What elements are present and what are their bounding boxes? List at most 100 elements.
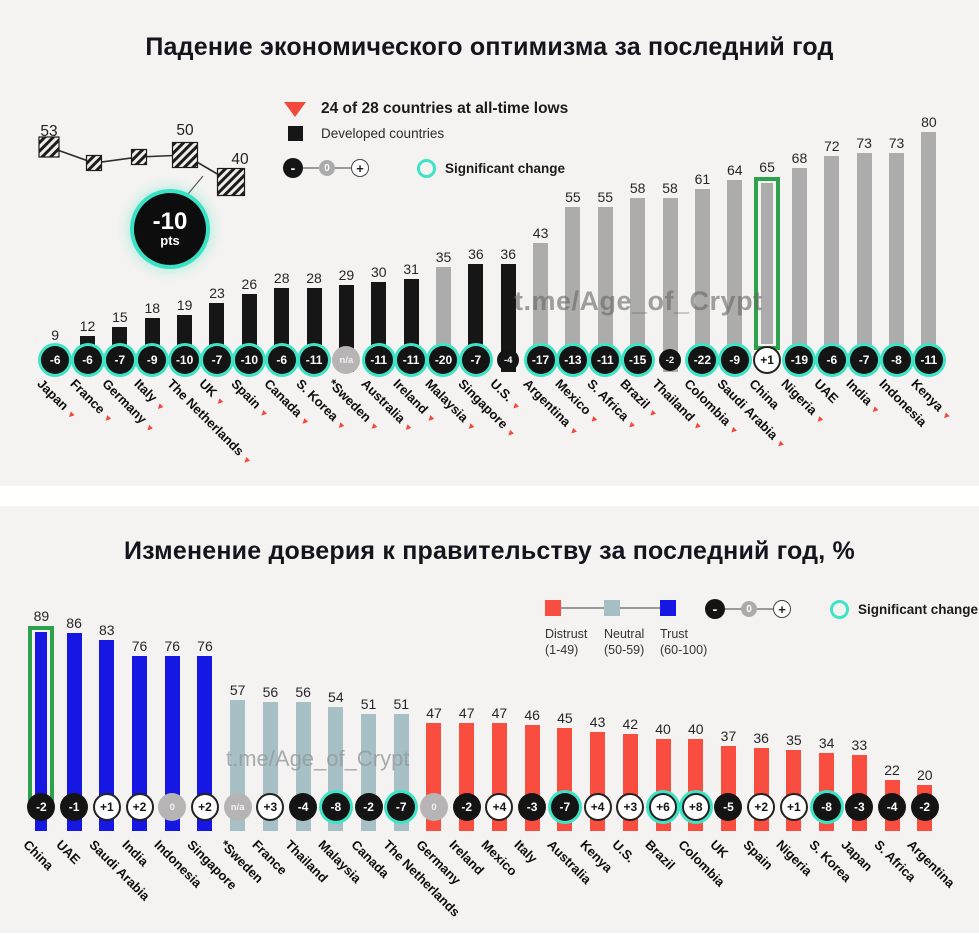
bar-value: 30	[370, 264, 387, 280]
bar-value: 89	[33, 608, 50, 624]
all-time-low-icon: ▼	[773, 437, 787, 451]
change-badge: -6	[41, 346, 70, 374]
trust-color-icon	[660, 600, 676, 616]
change-badge: -7	[105, 346, 134, 374]
change-badge: +4	[583, 793, 612, 821]
change-badge: n/a	[223, 793, 252, 821]
country-label: Spain	[740, 837, 777, 873]
bar-column: 73 -8 Indonesia	[876, 96, 930, 430]
badge-slot: +1	[92, 793, 121, 821]
badge-slot: -7	[850, 346, 879, 374]
bar-column: 72 -6 UAE	[811, 96, 848, 406]
badge-slot: +3	[256, 793, 285, 821]
badge-slot: -4	[497, 346, 520, 374]
bar-value: 61	[694, 171, 711, 187]
minus-icon: -	[283, 158, 303, 178]
badge-slot: -20	[429, 346, 458, 374]
bar-column: 61 -22 Colombia▼	[682, 96, 741, 437]
bar-value: 56	[262, 684, 279, 700]
all-time-low-icon: ▼	[509, 399, 523, 413]
change-badge: -2	[27, 793, 56, 821]
all-time-low-icon: ▼	[464, 419, 479, 434]
badge-slot: -2	[659, 346, 681, 374]
bar-value: 43	[589, 714, 606, 730]
all-time-low-icon: ▼	[727, 423, 741, 437]
bar	[597, 207, 613, 372]
badge-slot: +1	[753, 346, 782, 374]
change-badge: -10	[235, 346, 264, 374]
bar-value: 76	[197, 638, 213, 654]
bar-value: 72	[824, 138, 840, 154]
bar	[197, 656, 213, 831]
change-badge: -2	[452, 793, 481, 821]
bar-value: 65	[759, 159, 775, 175]
legend-developed: Developed countries	[283, 126, 568, 141]
bar-value: 34	[818, 735, 835, 751]
bar	[500, 264, 516, 372]
badge-slot: 0	[158, 793, 187, 821]
all-time-low-icon: ▼	[625, 418, 639, 432]
bar-column: 18 -9 Italy▼	[132, 96, 168, 413]
bar-column: 58 -15 Brazil▼	[617, 96, 659, 420]
badge-slot: -8	[882, 346, 911, 374]
bar-value: 40	[687, 721, 704, 737]
badge-slot: -7	[461, 346, 490, 374]
country-label: India▼	[843, 376, 882, 417]
change-badge: +1	[779, 793, 808, 821]
bar-column: 65 +1 China	[746, 96, 783, 412]
change-badge: -9	[720, 346, 749, 374]
badge-slot: +3	[616, 793, 645, 821]
bar	[727, 180, 743, 372]
bar-value: 46	[524, 707, 540, 723]
change-badge: -11	[591, 346, 620, 374]
all-time-low-icon: ▼	[587, 412, 601, 427]
all-time-low-icon: ▼	[239, 453, 253, 468]
bar-value: 35	[786, 732, 802, 748]
change-badge: -2	[910, 793, 939, 821]
all-time-low-icon: ▼	[424, 411, 438, 426]
bar-column: 33 -3 Japan	[839, 578, 876, 874]
badge-slot: -9	[720, 346, 749, 374]
change-badge: -17	[526, 346, 555, 374]
optimism-trend-inset: 53 50 40	[38, 124, 249, 201]
change-badge: -3	[845, 793, 874, 821]
trust-label: Trust (60-100)	[660, 627, 708, 657]
bar-column: 47 +4 Mexico	[479, 578, 521, 879]
change-scale-icon: - 0 +	[283, 158, 369, 178]
bar-column: 56 -4 Thailand	[283, 578, 331, 885]
all-time-low-icon: ▼	[142, 421, 157, 435]
badge-slot: +6	[649, 793, 678, 821]
significant-change-label: Significant change	[858, 602, 979, 617]
bar-value: 15	[112, 309, 128, 325]
badge-slot: -11	[397, 346, 426, 374]
badge-slot: -11	[300, 346, 329, 374]
svg-text:40: 40	[231, 151, 249, 168]
change-badge: n/a	[332, 346, 361, 374]
bar-column: 55 -11 S. Africa▼	[585, 96, 639, 432]
zero-icon: 0	[319, 160, 335, 176]
badge-slot: -6	[41, 346, 70, 374]
badge-slot: -2	[452, 793, 481, 821]
change-badge: -13	[558, 346, 587, 374]
distrust-color-icon	[545, 600, 561, 616]
bar-value: 54	[328, 689, 344, 705]
change-badge: -22	[688, 346, 717, 374]
bar-value: 28	[306, 270, 322, 286]
bar-column: 58 -2 Thailand▼	[649, 96, 704, 433]
bar-column: 12 -6 France▼	[67, 96, 114, 425]
all-time-low-icon: ▼	[566, 424, 580, 438]
top-legend: 24 of 28 countries at all-time lows Deve…	[283, 100, 568, 178]
bar-column: 36 -4 U.S.▼	[488, 96, 524, 413]
bar-column: 76 +2 India	[119, 578, 156, 869]
bar-value: 9	[51, 327, 60, 343]
neutral-label: Neutral (50-59)	[604, 627, 645, 657]
bar-value: 55	[565, 189, 581, 205]
bar	[824, 156, 840, 372]
bar-column: 29 n/a *Sweden▼	[326, 96, 381, 433]
change-badge: +2	[190, 793, 219, 821]
change-badge: +6	[649, 793, 678, 821]
change-badge: -7	[202, 346, 231, 374]
country-label: UK	[707, 837, 732, 861]
svg-text:53: 53	[40, 124, 57, 140]
